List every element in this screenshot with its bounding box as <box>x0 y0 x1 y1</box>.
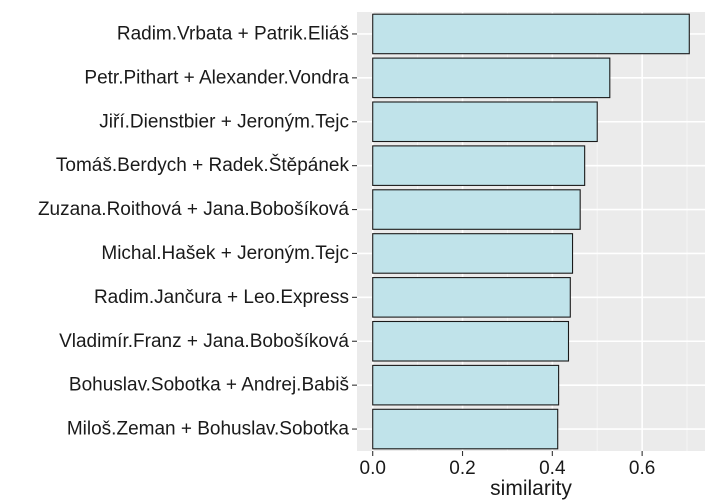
x-tick-label: 0.0 <box>360 458 386 479</box>
bar <box>372 408 559 450</box>
x-axis-title: similarity <box>490 477 572 500</box>
bars <box>372 13 690 450</box>
y-tick-label: Bohuslav.Sobotka + Andrej.Babiš <box>69 375 349 396</box>
y-tick-label: Miloš.Zeman + Bohuslav.Sobotka <box>67 419 350 440</box>
x-tick-label: 0.2 <box>449 458 475 479</box>
bar <box>372 13 690 55</box>
y-tick-label: Tomáš.Berdych + Radek.Štěpánek <box>56 154 350 176</box>
bar <box>372 101 598 143</box>
y-tick-label: Zuzana.Roithová + Jana.Bobošíková <box>38 199 349 220</box>
y-tick-label: Radim.Jančura + Leo.Express <box>94 287 349 308</box>
y-tick-label: Jiří.Dienstbier + Jeroným.Tejc <box>99 111 349 132</box>
bar <box>372 277 571 318</box>
y-tick-labels: Radim.Vrbata + Patrik.Eliáš Petr.Pithart … <box>38 23 357 440</box>
x-tick-label: 0.6 <box>629 458 655 479</box>
y-tick-label: Petr.Pithart + Alexander.Vondra <box>84 67 349 88</box>
bar <box>372 320 570 362</box>
y-tick-label: Radim.Vrbata + Patrik.Eliáš <box>117 23 349 44</box>
bar <box>372 364 560 406</box>
y-tick-label: Michal.Hašek + Jeroným.Tejc <box>101 243 349 264</box>
bar <box>372 233 574 274</box>
x-ticks: 0.0 0.2 0.4 0.6 <box>360 451 655 479</box>
bar <box>372 189 581 230</box>
bar <box>372 57 611 99</box>
y-tick-label: Vladimír.Franz + Jana.Bobošíková <box>59 331 349 352</box>
bar <box>372 145 586 186</box>
x-tick-label: 0.4 <box>539 458 566 479</box>
